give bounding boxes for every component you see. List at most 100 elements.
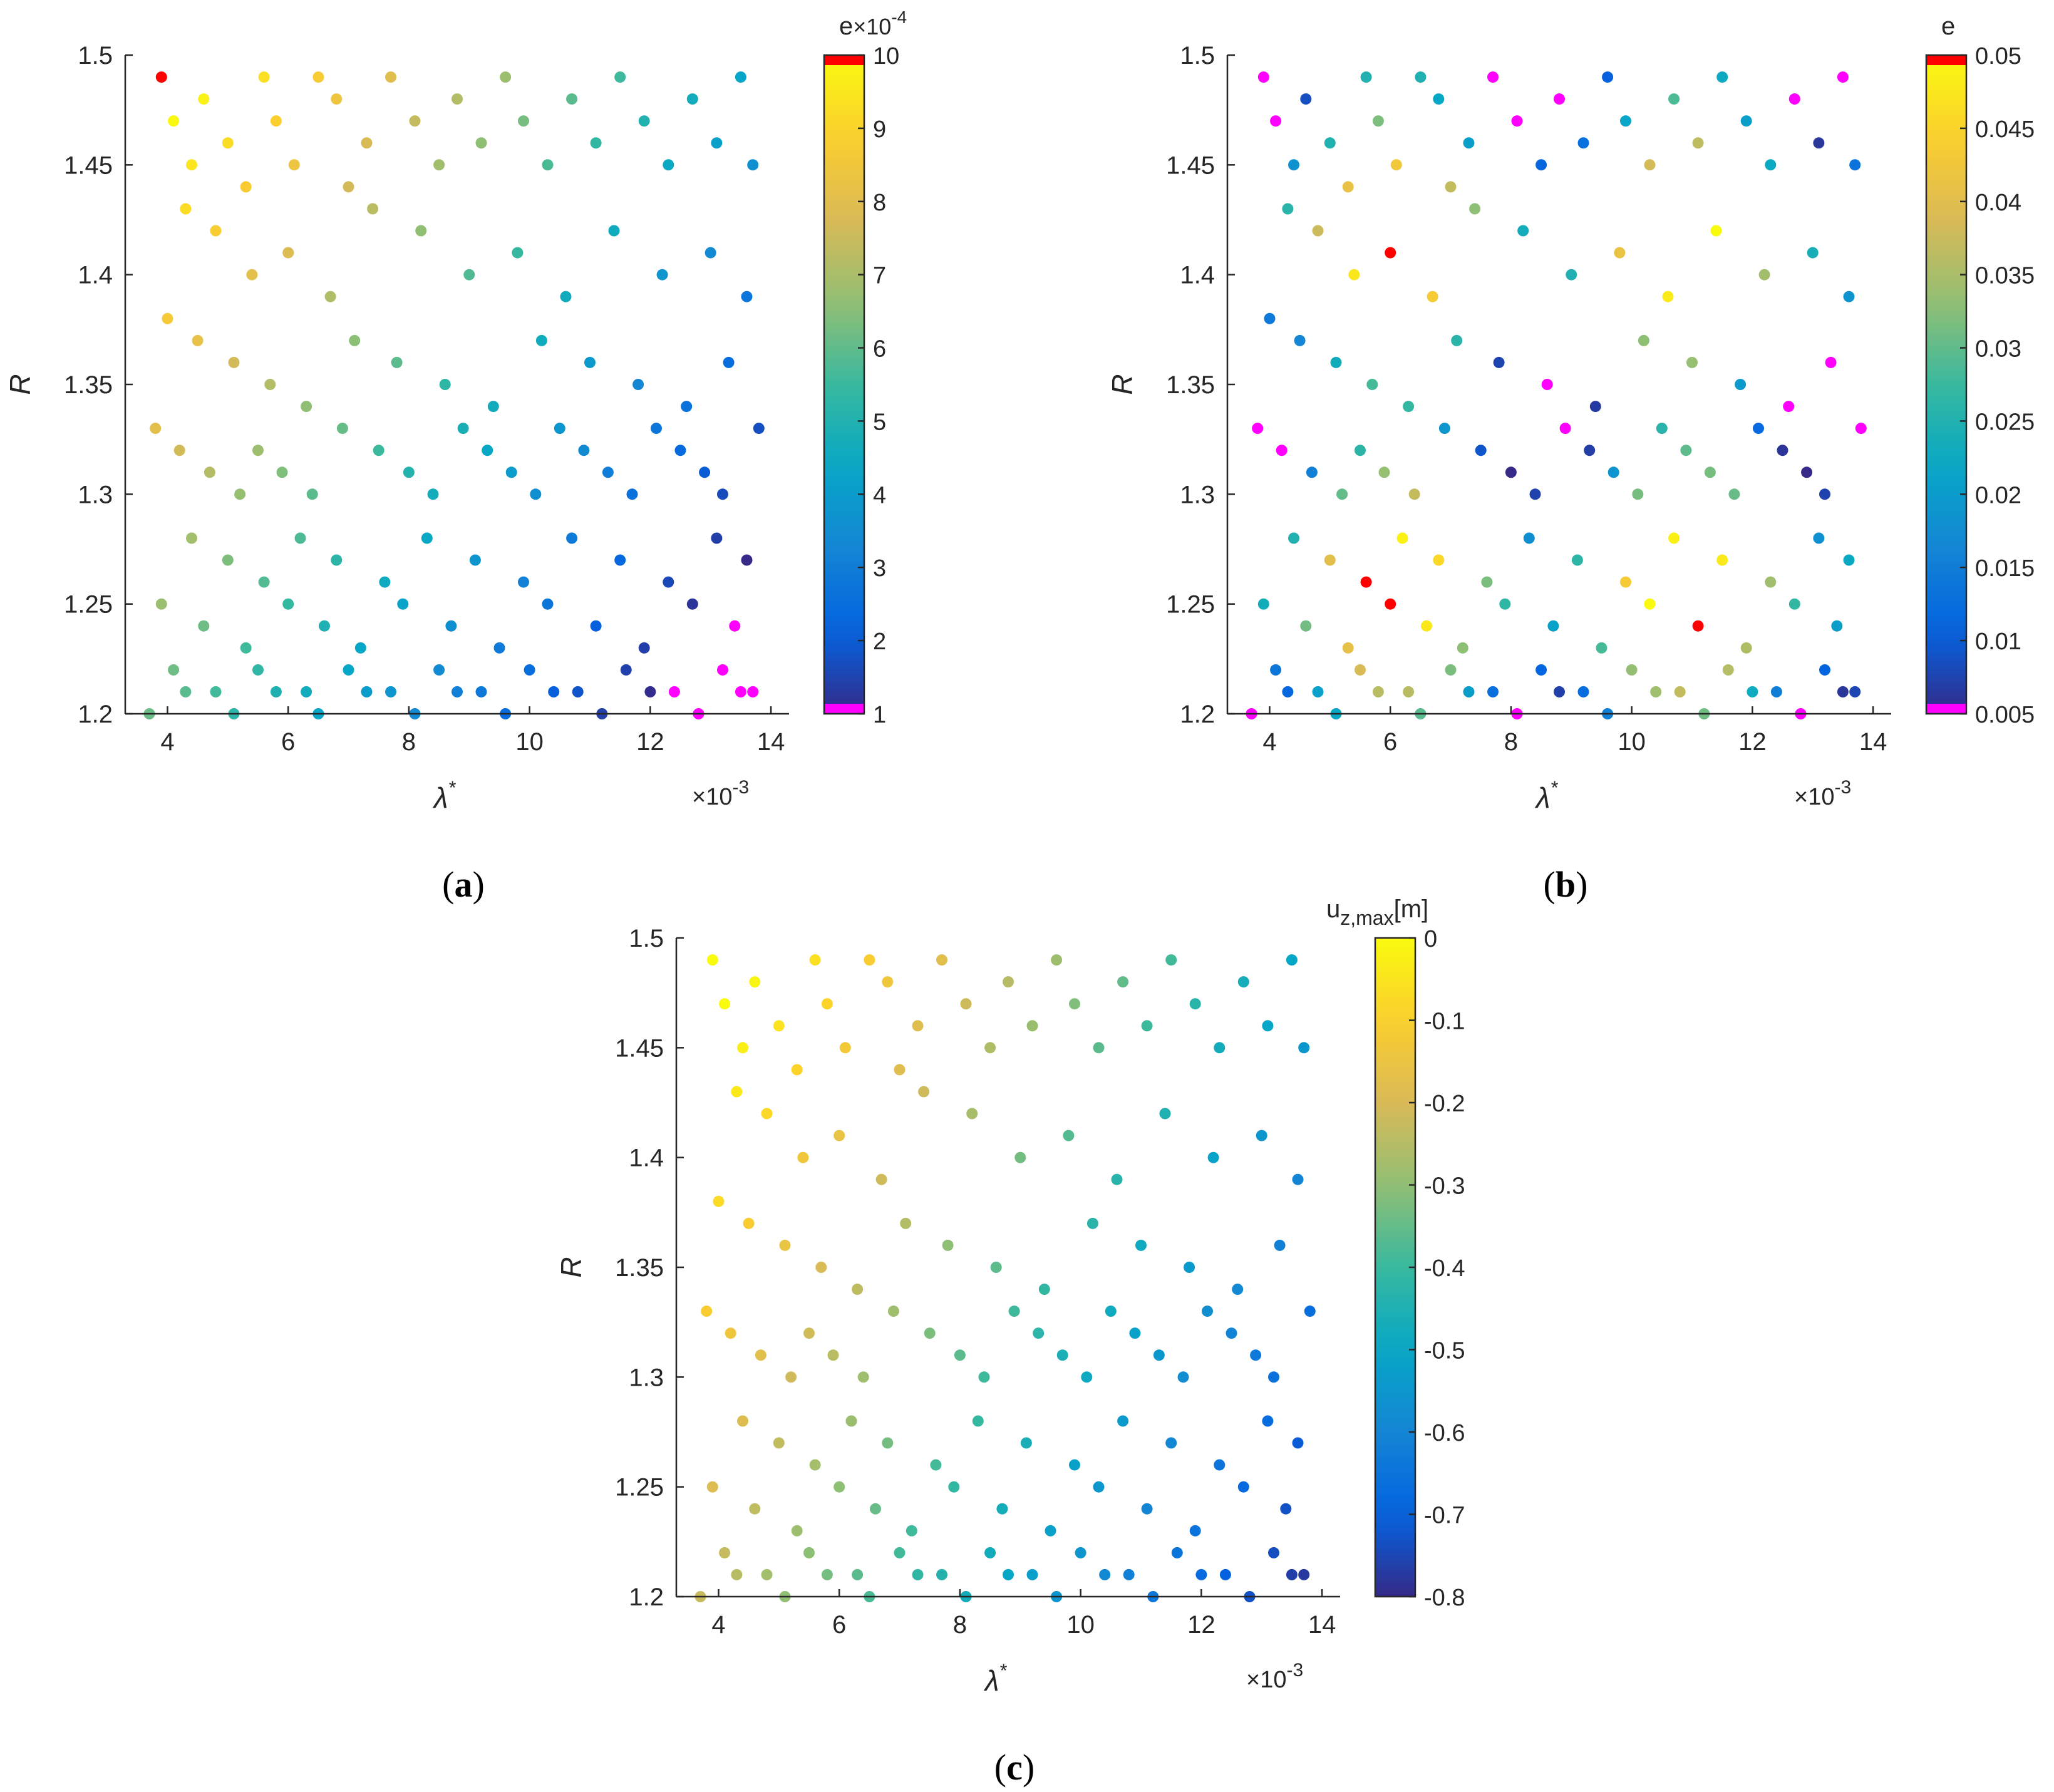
scatter-point — [204, 466, 215, 478]
scatter-point — [373, 445, 384, 456]
scatter-point — [482, 445, 493, 456]
scatter-point — [391, 356, 403, 368]
scatter-point — [711, 532, 723, 544]
scatter-point — [1584, 445, 1596, 456]
scatter-point — [749, 976, 761, 988]
y-tick-label: 1.2 — [78, 701, 113, 728]
scatter-point — [155, 598, 167, 610]
scatter-point — [469, 554, 481, 566]
scatter-point — [252, 445, 264, 456]
scatter-point — [1475, 445, 1487, 456]
scatter-point — [1294, 334, 1306, 346]
scatter-point — [1415, 71, 1427, 83]
scatter-point — [1276, 445, 1288, 456]
scatter-point — [1644, 598, 1656, 610]
scatter-point — [1252, 423, 1264, 435]
scatter-point — [258, 576, 270, 588]
scatter-point — [301, 401, 312, 413]
scatter-point — [954, 1349, 966, 1361]
scatter-point — [1288, 532, 1299, 544]
scatter-point — [1300, 93, 1312, 105]
scatter-point — [1463, 137, 1475, 149]
y-tick-label: 1.2 — [1180, 701, 1215, 728]
scatter-point — [343, 664, 354, 676]
scatter-point — [1650, 686, 1662, 698]
scatter-point — [1256, 1130, 1267, 1141]
scatter-point — [1747, 686, 1758, 698]
scatter-point — [439, 379, 451, 390]
scatter-point — [1692, 137, 1704, 149]
scatter-point — [246, 269, 258, 281]
scatter-point — [773, 1437, 785, 1449]
scatter-point — [699, 466, 711, 478]
scatter-point — [644, 686, 656, 698]
scatter-point — [1051, 954, 1063, 966]
scatter-points-a — [143, 71, 765, 719]
x-tick-label: 6 — [281, 728, 295, 756]
scatter-point — [1421, 620, 1432, 632]
scatter-point — [385, 686, 396, 698]
scatter-point — [1324, 137, 1336, 149]
scatter-point — [1813, 532, 1825, 544]
scatter-point — [331, 93, 343, 105]
scatter-point — [1523, 532, 1535, 544]
scatter-point — [1288, 159, 1299, 171]
scatter-point — [719, 1547, 731, 1558]
scatter-point — [530, 488, 542, 500]
scatter-point — [791, 1525, 803, 1537]
scatter-point — [445, 620, 457, 632]
colorbar-tick-label: -0.3 — [1424, 1173, 1465, 1200]
scatter-point — [222, 554, 234, 566]
scatter-point — [518, 576, 529, 588]
scatter-point — [737, 1042, 748, 1054]
scatter-point — [1312, 225, 1324, 237]
scatter-point — [542, 159, 554, 171]
scatter-point — [719, 998, 731, 1010]
scatter-point — [1753, 423, 1764, 435]
scatter-point — [833, 1481, 845, 1493]
scatter-point — [524, 664, 535, 676]
subfigure-label-c: (c) — [994, 1747, 1035, 1788]
scatter-point — [1656, 423, 1668, 435]
subfigure-label-b: (b) — [1544, 864, 1588, 905]
scatter-point — [1207, 1151, 1219, 1163]
y-tick-label: 1.3 — [78, 481, 113, 508]
scatter-point — [827, 1349, 839, 1361]
scatter-point — [1286, 954, 1298, 966]
scatter-point — [1765, 159, 1777, 171]
scatter-point — [1849, 159, 1861, 171]
scatter-point — [1680, 445, 1692, 456]
scatter-point — [870, 1503, 881, 1515]
scatter-point — [821, 1568, 833, 1580]
scatter-point — [1403, 686, 1415, 698]
scatter-point — [686, 93, 698, 105]
colorbar-tick-label: -0.6 — [1424, 1420, 1465, 1446]
scatter-point — [857, 1371, 869, 1383]
x-tick-label: 6 — [832, 1611, 846, 1639]
scatter-point — [1292, 1437, 1304, 1449]
scatter-point — [1716, 554, 1728, 566]
scatter-point — [668, 686, 680, 698]
scatter-point — [162, 312, 173, 324]
scatter-point — [1765, 576, 1777, 588]
colorbar-gradient — [824, 55, 864, 714]
scatter-point — [1626, 664, 1638, 676]
scatter-point — [276, 466, 288, 478]
scatter-point — [1081, 1371, 1093, 1383]
colorbar-tick-label: -0.2 — [1424, 1091, 1465, 1117]
scatter-point — [1195, 1568, 1207, 1580]
scatter-point — [894, 1547, 906, 1558]
panel-c: 4 6 8 10 12 14 1.5 1.45 1.4 1.35 1.3 1.25 1.2 λ* ×1… — [555, 895, 1465, 1788]
scatter-point — [894, 1064, 906, 1076]
scatter-point — [1171, 1547, 1183, 1558]
scatter-point — [210, 686, 222, 698]
scatter-point — [1129, 1327, 1141, 1339]
scatter-point — [1674, 686, 1686, 698]
colorbar-tick-label: -0.8 — [1424, 1585, 1465, 1611]
scatter-point — [252, 664, 264, 676]
x-axis-label-a: λ* — [432, 778, 457, 814]
scatter-point — [887, 1305, 899, 1317]
scatter-point — [900, 1217, 912, 1229]
scatter-point — [809, 954, 821, 966]
scatter-point — [942, 1239, 954, 1251]
